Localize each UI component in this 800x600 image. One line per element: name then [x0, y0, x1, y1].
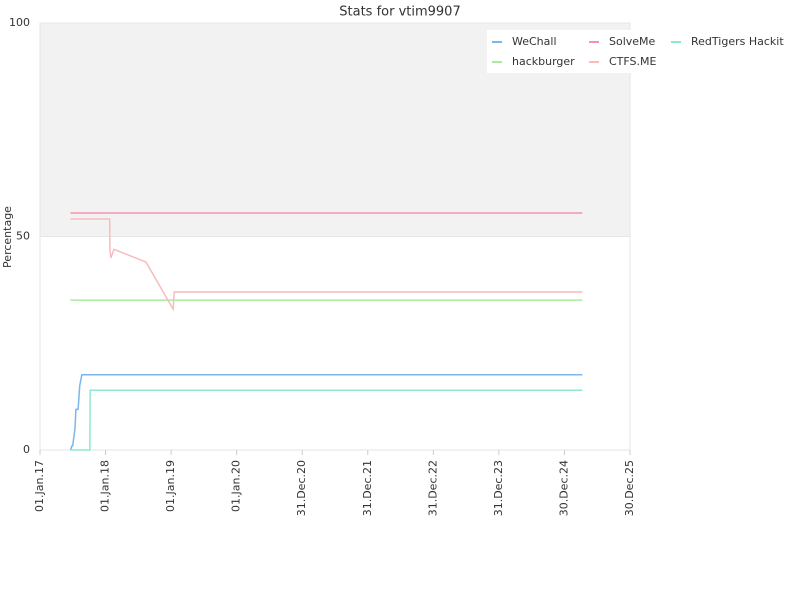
x-tick-label: 31.Dec.22	[426, 460, 439, 516]
x-tick-label: 01.Jan.20	[230, 460, 243, 512]
x-tick-label: 30.Dec.25	[623, 460, 636, 516]
x-tick-label: 01.Jan.17	[33, 460, 46, 512]
x-tick-label: 31.Dec.21	[361, 460, 374, 516]
y-axis-label: Percentage	[1, 206, 14, 268]
y-tick-label: 50	[16, 230, 30, 243]
chart-title: Stats for vtim9907	[339, 5, 460, 20]
x-tick-label: 30.Dec.24	[557, 460, 570, 516]
series-line	[70, 218, 583, 312]
legend-label: RedTigers Hackit	[691, 35, 784, 48]
legend-label: WeChall	[512, 35, 557, 48]
legend-box	[487, 30, 800, 73]
legend-label: SolveMe	[609, 35, 656, 48]
legend-label: hackburger	[512, 55, 575, 68]
series-line	[70, 389, 583, 451]
series-line	[69, 374, 583, 451]
legend-label: CTFS.ME	[609, 55, 657, 68]
x-tick-label: 31.Dec.23	[492, 460, 505, 516]
x-tick-label: 31.Dec.20	[295, 460, 308, 516]
y-tick-label: 100	[9, 16, 30, 29]
y-tick-label: 0	[23, 443, 30, 456]
x-tick-label: 01.Jan.19	[164, 460, 177, 512]
x-tick-label: 01.Jan.18	[99, 460, 112, 512]
